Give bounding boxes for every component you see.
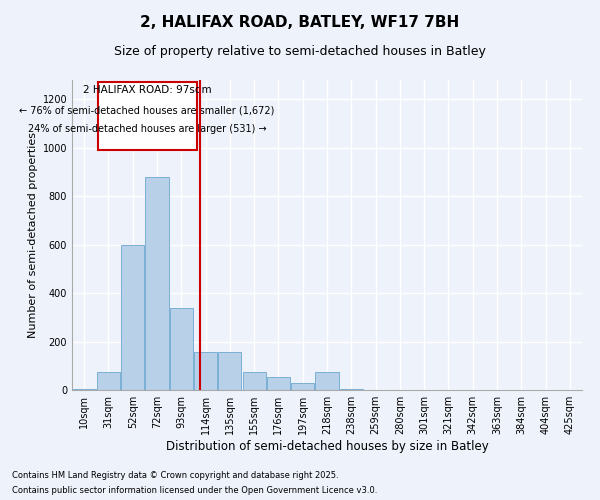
Bar [218, 352, 241, 390]
Bar [170, 308, 193, 390]
Text: Size of property relative to semi-detached houses in Batley: Size of property relative to semi-detach… [114, 45, 486, 58]
Bar [242, 372, 266, 390]
Bar [145, 177, 169, 390]
Text: Contains public sector information licensed under the Open Government Licence v3: Contains public sector information licen… [12, 486, 377, 495]
Bar [97, 372, 120, 390]
X-axis label: Distribution of semi-detached houses by size in Batley: Distribution of semi-detached houses by … [166, 440, 488, 453]
Text: Contains HM Land Registry data © Crown copyright and database right 2025.: Contains HM Land Registry data © Crown c… [12, 471, 338, 480]
Bar [194, 352, 217, 390]
FancyBboxPatch shape [97, 82, 197, 150]
Text: 24% of semi-detached houses are larger (531) →: 24% of semi-detached houses are larger (… [28, 124, 266, 134]
Bar [316, 372, 338, 390]
Bar [73, 389, 95, 390]
Bar [121, 244, 144, 390]
Text: ← 76% of semi-detached houses are smaller (1,672): ← 76% of semi-detached houses are smalle… [19, 106, 275, 116]
Text: 2, HALIFAX ROAD, BATLEY, WF17 7BH: 2, HALIFAX ROAD, BATLEY, WF17 7BH [140, 15, 460, 30]
Y-axis label: Number of semi-detached properties: Number of semi-detached properties [28, 132, 38, 338]
Bar [291, 382, 314, 390]
Text: 2 HALIFAX ROAD: 97sqm: 2 HALIFAX ROAD: 97sqm [83, 85, 211, 95]
Bar [267, 376, 290, 390]
